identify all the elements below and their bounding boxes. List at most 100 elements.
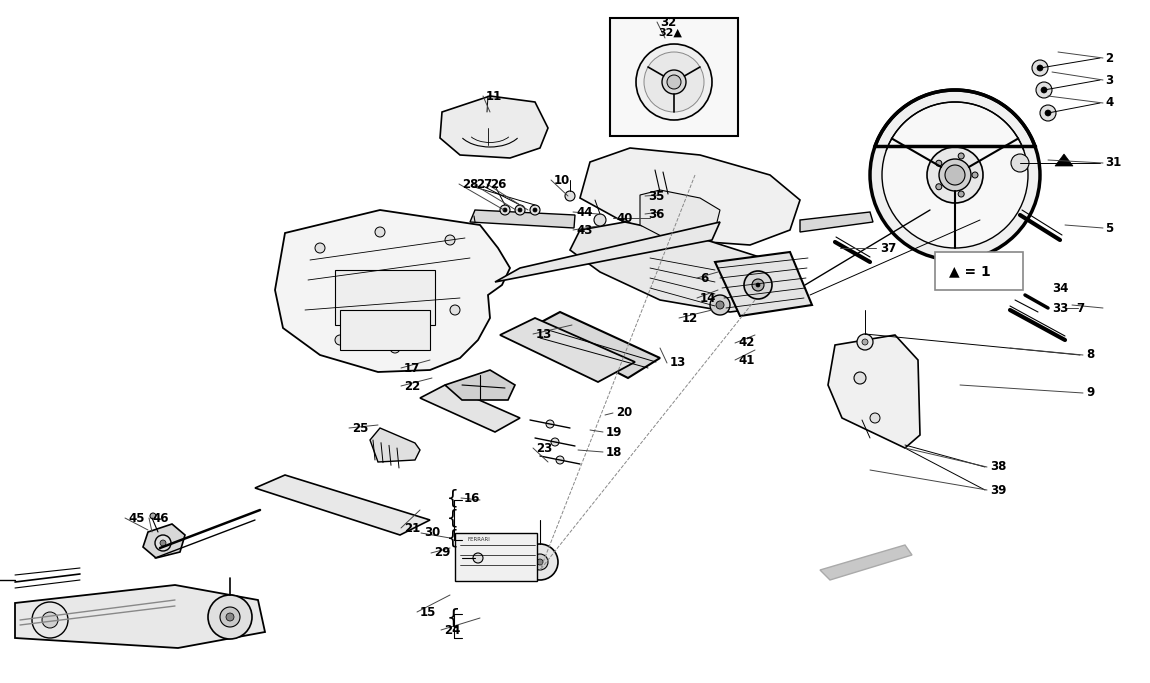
Text: ▲ = 1: ▲ = 1 bbox=[949, 264, 991, 278]
Text: FERRARI: FERRARI bbox=[467, 537, 490, 542]
Text: 35: 35 bbox=[647, 189, 665, 202]
Circle shape bbox=[644, 52, 704, 112]
Circle shape bbox=[752, 279, 764, 291]
Circle shape bbox=[972, 172, 978, 178]
Text: 13: 13 bbox=[536, 328, 552, 341]
Circle shape bbox=[1036, 82, 1052, 98]
Bar bbox=[335, 270, 435, 325]
Circle shape bbox=[636, 44, 712, 120]
Text: 4: 4 bbox=[1105, 96, 1113, 109]
Text: {: { bbox=[447, 488, 459, 507]
Text: 45: 45 bbox=[128, 512, 145, 525]
Polygon shape bbox=[143, 524, 185, 558]
Circle shape bbox=[667, 75, 681, 89]
Polygon shape bbox=[420, 385, 520, 432]
Circle shape bbox=[473, 553, 483, 563]
Circle shape bbox=[1041, 87, 1046, 93]
Circle shape bbox=[882, 102, 1028, 248]
Polygon shape bbox=[255, 475, 430, 535]
Text: 30: 30 bbox=[424, 527, 440, 540]
Polygon shape bbox=[470, 210, 575, 228]
Circle shape bbox=[500, 205, 509, 215]
Circle shape bbox=[871, 90, 1040, 260]
Circle shape bbox=[595, 214, 606, 226]
Polygon shape bbox=[15, 585, 264, 648]
Circle shape bbox=[756, 283, 760, 287]
Text: 40: 40 bbox=[616, 212, 633, 225]
Circle shape bbox=[160, 540, 166, 546]
Polygon shape bbox=[828, 335, 920, 448]
Polygon shape bbox=[800, 212, 873, 232]
Circle shape bbox=[532, 554, 549, 570]
Circle shape bbox=[936, 161, 942, 166]
Circle shape bbox=[537, 559, 543, 565]
Circle shape bbox=[927, 147, 983, 203]
Text: 43: 43 bbox=[576, 223, 592, 236]
Circle shape bbox=[208, 595, 252, 639]
Circle shape bbox=[551, 438, 559, 446]
Circle shape bbox=[450, 305, 460, 315]
Circle shape bbox=[744, 271, 772, 299]
Bar bbox=[340, 310, 430, 350]
Circle shape bbox=[1045, 110, 1051, 116]
Text: 33: 33 bbox=[1052, 301, 1068, 314]
Polygon shape bbox=[641, 190, 720, 240]
Text: 37: 37 bbox=[880, 242, 896, 255]
Text: 26: 26 bbox=[490, 178, 506, 191]
Text: 14: 14 bbox=[700, 292, 716, 305]
Text: 31: 31 bbox=[1105, 156, 1121, 169]
Text: 25: 25 bbox=[352, 421, 368, 434]
Circle shape bbox=[1011, 154, 1029, 172]
Circle shape bbox=[940, 159, 971, 191]
Circle shape bbox=[565, 191, 575, 201]
Circle shape bbox=[862, 339, 868, 345]
Text: 16: 16 bbox=[463, 492, 481, 505]
Text: 36: 36 bbox=[647, 208, 665, 221]
Circle shape bbox=[220, 607, 240, 627]
Polygon shape bbox=[1058, 155, 1070, 165]
Circle shape bbox=[518, 208, 522, 212]
Text: 11: 11 bbox=[486, 89, 503, 102]
Polygon shape bbox=[570, 222, 800, 312]
Circle shape bbox=[958, 191, 964, 197]
Circle shape bbox=[375, 227, 385, 237]
Circle shape bbox=[555, 456, 563, 464]
Polygon shape bbox=[445, 370, 515, 400]
Polygon shape bbox=[494, 222, 720, 282]
Text: 5: 5 bbox=[1105, 221, 1113, 234]
Text: 32▲: 32▲ bbox=[658, 28, 682, 38]
Circle shape bbox=[532, 208, 537, 212]
Polygon shape bbox=[530, 312, 660, 378]
Text: 24: 24 bbox=[444, 624, 460, 637]
Circle shape bbox=[1032, 60, 1048, 76]
Circle shape bbox=[1037, 65, 1043, 71]
Text: 12: 12 bbox=[682, 311, 698, 324]
Circle shape bbox=[530, 205, 540, 215]
Polygon shape bbox=[715, 252, 812, 316]
Polygon shape bbox=[1055, 154, 1073, 166]
Text: 7: 7 bbox=[1076, 301, 1084, 314]
Text: {: { bbox=[447, 529, 459, 548]
Circle shape bbox=[445, 235, 455, 245]
Circle shape bbox=[522, 544, 558, 580]
Circle shape bbox=[32, 602, 68, 638]
Circle shape bbox=[716, 301, 724, 309]
Circle shape bbox=[155, 535, 171, 551]
Bar bbox=[610, 18, 738, 136]
Text: 8: 8 bbox=[1086, 348, 1095, 361]
Text: 21: 21 bbox=[404, 522, 420, 535]
Circle shape bbox=[390, 343, 400, 353]
Text: 39: 39 bbox=[990, 484, 1006, 497]
Polygon shape bbox=[820, 545, 912, 580]
Text: 2: 2 bbox=[1105, 51, 1113, 64]
Circle shape bbox=[227, 613, 233, 621]
Text: 28: 28 bbox=[462, 178, 478, 191]
Circle shape bbox=[150, 513, 156, 519]
Text: 10: 10 bbox=[554, 173, 570, 186]
Circle shape bbox=[857, 334, 873, 350]
Text: 42: 42 bbox=[738, 337, 754, 350]
Text: 3: 3 bbox=[1105, 74, 1113, 87]
Text: 22: 22 bbox=[404, 380, 420, 393]
Circle shape bbox=[945, 165, 965, 185]
Circle shape bbox=[710, 295, 730, 315]
